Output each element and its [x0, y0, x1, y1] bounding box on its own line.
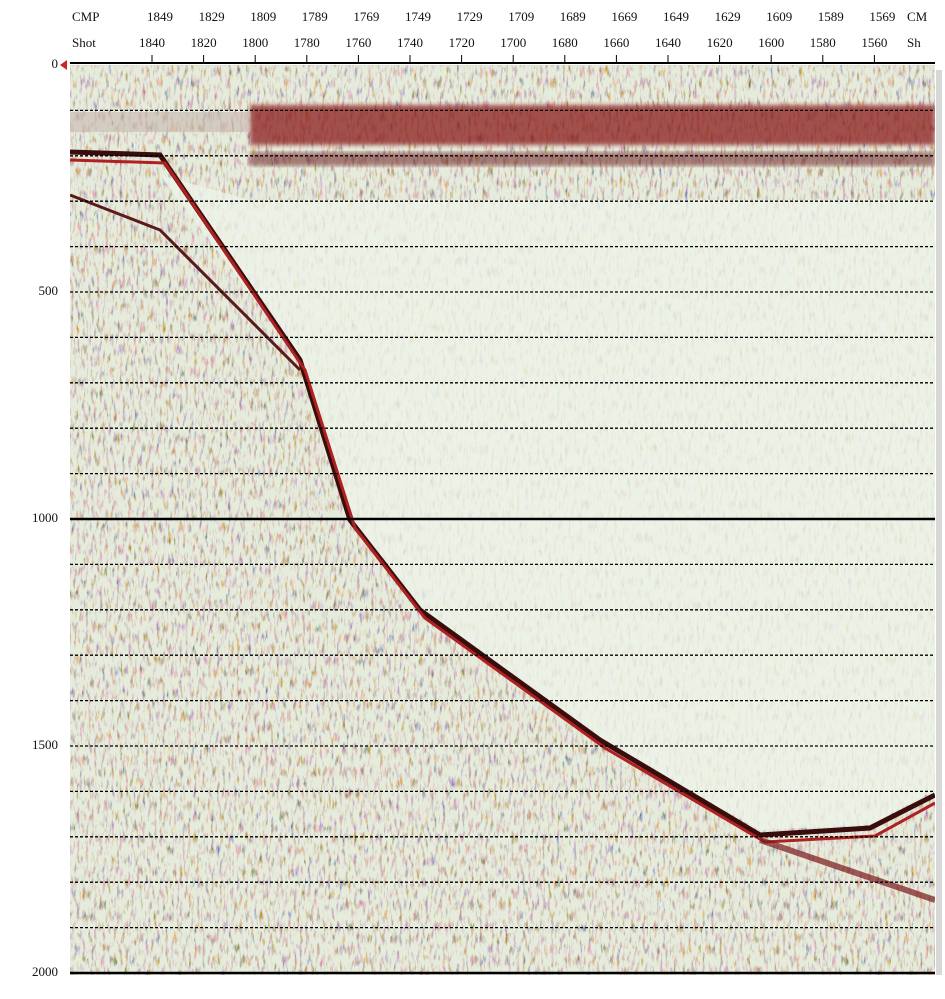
cmp-label-right: CM [907, 9, 928, 24]
cmp-tick-label: 1609 [766, 9, 792, 24]
time-tick-label: 1000 [32, 510, 58, 525]
scrollbar[interactable] [936, 70, 942, 975]
shot-tick-label: 1800 [242, 35, 268, 50]
cmp-tick-label: 1669 [611, 9, 637, 24]
shot-tick-label: 1780 [294, 35, 320, 50]
cmp-tick-label: 1849 [147, 9, 173, 24]
shot-tick-label: 1620 [707, 35, 733, 50]
multiple-band [250, 152, 935, 166]
cmp-tick-label: 1769 [353, 9, 379, 24]
time-tick-label: 2000 [32, 964, 58, 979]
seafloor-reflector [70, 158, 935, 844]
shot-label: Shot [72, 35, 96, 50]
shot-label-right: Sh [907, 35, 921, 50]
shot-tick-label: 1840 [139, 35, 165, 50]
cmp-tick-label: 1749 [405, 9, 431, 24]
shot-tick-label: 1600 [758, 35, 784, 50]
shot-tick-label: 1820 [191, 35, 217, 50]
shot-tick-label: 1760 [345, 35, 371, 50]
deep-reflector [759, 837, 935, 903]
cmp-label: CMP [72, 9, 99, 24]
shot-tick-label: 1560 [861, 35, 887, 50]
time-tick-label: 500 [39, 283, 59, 298]
time-tick-label: 0 [52, 56, 59, 71]
shot-tick-label: 1720 [449, 35, 475, 50]
direct-wave-band [250, 105, 935, 145]
cmp-tick-label: 1689 [560, 9, 586, 24]
shot-tick-label: 1660 [603, 35, 629, 50]
time-tick-label: 1500 [32, 737, 58, 752]
direct-wave-band [70, 112, 250, 132]
shot-tick-label: 1700 [500, 35, 526, 50]
cmp-tick-label: 1829 [199, 9, 225, 24]
shot-tick-label: 1640 [655, 35, 681, 50]
cmp-tick-label: 1569 [869, 9, 895, 24]
cmp-tick-label: 1789 [302, 9, 328, 24]
cmp-tick-label: 1589 [818, 9, 844, 24]
cmp-tick-label: 1709 [508, 9, 534, 24]
cmp-tick-label: 1649 [663, 9, 689, 24]
shot-tick-label: 1680 [552, 35, 578, 50]
shot-tick-label: 1740 [397, 35, 423, 50]
cmp-tick-label: 1629 [715, 9, 741, 24]
dipping-reflector [70, 193, 302, 372]
water-column [160, 175, 935, 830]
time-marker [60, 60, 67, 70]
cmp-tick-label: 1809 [250, 9, 276, 24]
shot-tick-label: 1580 [810, 35, 836, 50]
cmp-tick-label: 1729 [457, 9, 483, 24]
